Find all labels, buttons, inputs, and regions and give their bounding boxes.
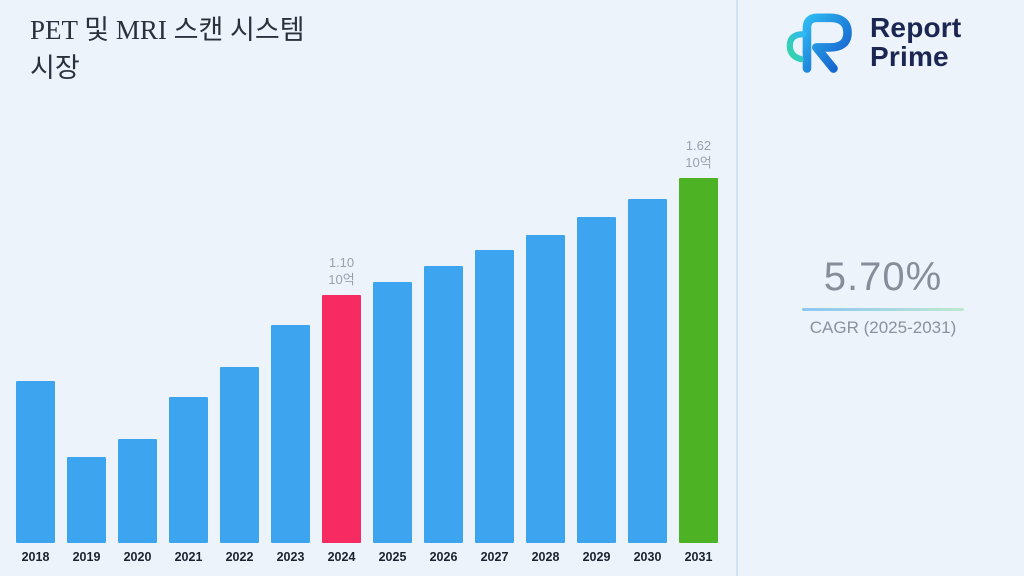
bar-2021: [169, 397, 208, 543]
year-label-2022: 2022: [225, 550, 254, 564]
bar-2018: [16, 381, 55, 543]
cagr-label: CAGR (2025-2031): [809, 318, 957, 337]
bar-2023: [271, 325, 310, 543]
year-label-2028: 2028: [531, 550, 560, 564]
brand-name-line1: Report: [870, 11, 962, 43]
year-label-2021: 2021: [174, 550, 203, 564]
bar-2030: [628, 199, 667, 543]
bar-annotation-2031: 1.62 10억: [685, 138, 711, 172]
bar-2024: [322, 295, 361, 543]
bar-annotation-2031-line1: 1.62: [685, 138, 712, 154]
bar-column-2031: 1.62 10억 2031: [679, 138, 718, 564]
bar-chart: 2018 2019 2020 2021 2022 2023 1.10 10억 2024 2025 2…: [16, 138, 718, 564]
brand-logo-text: Report Prime: [870, 11, 962, 72]
brand-logo: Report Prime: [782, 10, 961, 74]
year-label-2023: 2023: [276, 550, 305, 564]
year-label-2025: 2025: [378, 550, 407, 564]
bar-column-2027: 2027: [475, 250, 514, 564]
bar-annotation-2024: 1.10 10억: [328, 255, 354, 289]
vertical-divider: [736, 0, 738, 576]
cagr-block: 5.70% CAGR (2025-2031): [758, 255, 1008, 338]
bar-column-2021: 2021: [169, 397, 208, 564]
bar-2029: [577, 217, 616, 543]
bar-2025: [373, 282, 412, 543]
bar-column-2020: 2020: [118, 439, 157, 564]
cagr-value: 5.70%: [823, 255, 943, 299]
year-label-2024: 2024: [327, 550, 356, 564]
bar-column-2028: 2028: [526, 235, 565, 564]
bar-column-2022: 2022: [220, 367, 259, 564]
bar-2028: [526, 235, 565, 543]
year-label-2027: 2027: [480, 550, 509, 564]
bar-2027: [475, 250, 514, 543]
bar-column-2025: 2025: [373, 282, 412, 564]
brand-logo-icon: [786, 13, 852, 73]
bar-annotation-2031-line2: 10억: [685, 155, 712, 171]
bar-annotation-2024-line2: 10억: [328, 272, 355, 288]
year-label-2020: 2020: [123, 550, 152, 564]
bar-annotation-2024-line1: 1.10: [328, 255, 355, 271]
bar-2020: [118, 439, 157, 543]
year-label-2018: 2018: [21, 550, 50, 564]
year-label-2026: 2026: [429, 550, 458, 564]
bar-column-2023: 2023: [271, 325, 310, 564]
page-title-line2: 시장: [30, 52, 80, 83]
bar-column-2018: 2018: [16, 381, 55, 564]
year-label-2029: 2029: [582, 550, 611, 564]
bar-2026: [424, 266, 463, 543]
bar-2019: [67, 457, 106, 543]
year-label-2019: 2019: [72, 550, 101, 564]
bar-column-2024: 1.10 10억 2024: [322, 255, 361, 564]
bar-column-2026: 2026: [424, 266, 463, 564]
year-label-2030: 2030: [633, 550, 662, 564]
bar-column-2030: 2030: [628, 199, 667, 564]
cagr-underline: [802, 308, 964, 311]
bar-2022: [220, 367, 259, 543]
bar-2031: [679, 178, 718, 543]
page-title-line1: PET 및 MRI 스캔 시스템: [30, 15, 305, 45]
bar-column-2029: 2029: [577, 217, 616, 564]
year-label-2031: 2031: [684, 550, 713, 564]
brand-name-line2: Prime: [870, 41, 949, 72]
bar-column-2019: 2019: [67, 457, 106, 564]
page-title: PET 및 MRI 스캔 시스템 시장: [30, 12, 460, 88]
